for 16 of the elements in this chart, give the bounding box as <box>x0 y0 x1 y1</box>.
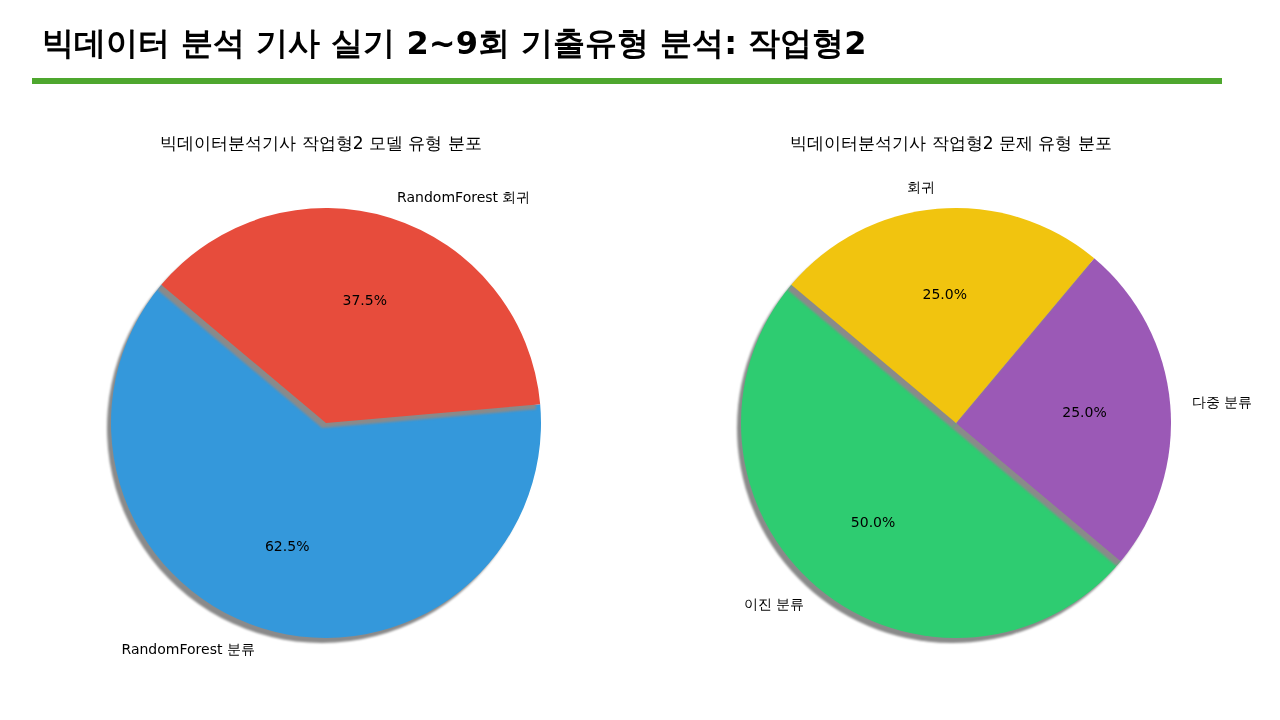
data-label: 62.5% <box>264 538 310 555</box>
slice-label: RandomForest 회귀 <box>397 189 531 206</box>
text: 빅데이터 분석 기사 실기 2~9회 기출유형 분석: 작업형2 <box>41 23 868 64</box>
data-label: 37.5% <box>342 291 388 308</box>
data-label: 25.0% <box>922 286 967 303</box>
pie-slice <box>741 284 1121 638</box>
slice-label: 다중 분류 <box>1191 394 1253 411</box>
pie-slice <box>111 284 541 638</box>
pie-slice <box>161 208 541 423</box>
data-label: 25.0% <box>1062 403 1107 420</box>
data-label: 50.0% <box>850 513 896 530</box>
slice-label: RandomForest 분류 <box>121 640 255 657</box>
chart-title: 빅데이터분석기사 작업형2 모델 유형 분포 <box>159 132 483 155</box>
slice-label: 회귀 <box>907 179 936 196</box>
slice-label: 이진 분류 <box>743 596 804 613</box>
chart-title: 빅데이터분석기사 작업형2 문제 유형 분포 <box>789 132 1113 155</box>
